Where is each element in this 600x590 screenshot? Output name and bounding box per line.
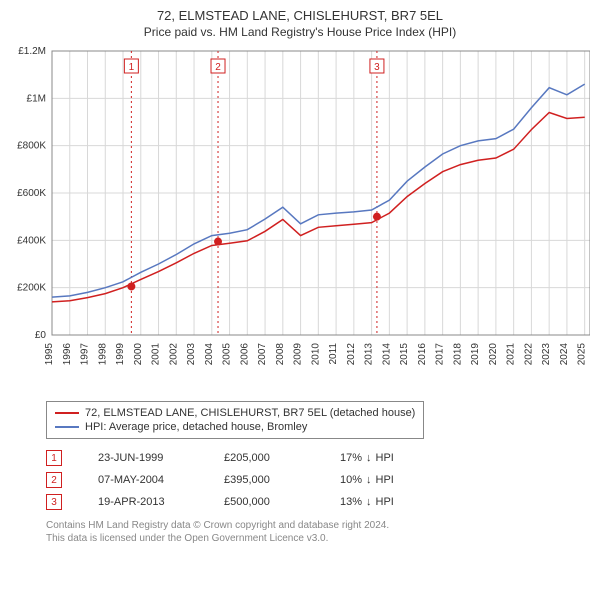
sales-table: 1 23-JUN-1999 £205,000 17% ↓ HPI 2 07-MAY-2004 £… (46, 447, 590, 513)
svg-text:1999: 1999 (115, 343, 126, 366)
svg-text:2003: 2003 (186, 343, 197, 366)
svg-text:£200K: £200K (17, 283, 46, 294)
svg-text:2006: 2006 (239, 343, 250, 366)
chart-container: 72, ELMSTEAD LANE, CHISLEHURST, BR7 5EL … (0, 0, 600, 551)
chart-plot-area: £0 £200K £400K £600K £800K £1M £1.2M 1995 1996 19… (10, 45, 590, 395)
svg-text:£600K: £600K (17, 188, 46, 199)
sale-marker-badge: 3 (46, 494, 62, 510)
svg-text:2011: 2011 (328, 343, 339, 365)
sale-price: £500,000 (224, 496, 304, 508)
legend: 72, ELMSTEAD LANE, CHISLEHURST, BR7 5EL … (46, 401, 424, 439)
svg-text:2024: 2024 (559, 343, 570, 366)
arrow-down-icon: ↓ (366, 496, 372, 508)
sale-diff-note: HPI (376, 496, 394, 508)
svg-text:2009: 2009 (293, 343, 304, 366)
sale-date: 07-MAY-2004 (98, 474, 188, 486)
svg-text:1996: 1996 (62, 343, 73, 366)
svg-text:£1M: £1M (27, 93, 46, 104)
sale-diff-note: HPI (376, 452, 394, 464)
svg-text:2005: 2005 (222, 343, 233, 366)
svg-text:2023: 2023 (541, 343, 552, 366)
arrow-down-icon: ↓ (366, 452, 372, 464)
footer-line-1: Contains HM Land Registry data © Crown c… (46, 519, 590, 532)
svg-text:2002: 2002 (168, 343, 179, 366)
legend-label: 72, ELMSTEAD LANE, CHISLEHURST, BR7 5EL … (85, 407, 415, 419)
svg-text:1998: 1998 (97, 343, 108, 366)
sale-diff-pct: 13% (340, 496, 362, 508)
sale-diff-pct: 17% (340, 452, 362, 464)
svg-text:1995: 1995 (44, 343, 55, 366)
svg-text:2020: 2020 (488, 343, 499, 366)
chart-title: 72, ELMSTEAD LANE, CHISLEHURST, BR7 5EL (10, 8, 590, 23)
svg-text:£0: £0 (35, 330, 47, 341)
svg-text:2016: 2016 (417, 343, 428, 366)
svg-text:2: 2 (215, 62, 221, 73)
svg-text:2021: 2021 (506, 343, 517, 366)
legend-swatch (55, 412, 79, 414)
svg-text:2015: 2015 (399, 343, 410, 366)
svg-text:2025: 2025 (577, 343, 588, 366)
svg-text:2000: 2000 (133, 343, 144, 366)
sale-row: 1 23-JUN-1999 £205,000 17% ↓ HPI (46, 447, 590, 469)
svg-text:2022: 2022 (523, 343, 534, 366)
svg-text:2018: 2018 (452, 343, 463, 366)
svg-text:£400K: £400K (17, 235, 46, 246)
legend-item: HPI: Average price, detached house, Brom… (55, 420, 415, 434)
legend-item: 72, ELMSTEAD LANE, CHISLEHURST, BR7 5EL … (55, 406, 415, 420)
footer-attribution: Contains HM Land Registry data © Crown c… (46, 519, 590, 545)
legend-swatch (55, 426, 79, 428)
sale-date: 19-APR-2013 (98, 496, 188, 508)
sale-diff-note: HPI (376, 474, 394, 486)
sale-diff: 13% ↓ HPI (340, 496, 420, 508)
sale-date: 23-JUN-1999 (98, 452, 188, 464)
sale-price: £205,000 (224, 452, 304, 464)
svg-text:£1.2M: £1.2M (18, 46, 46, 57)
svg-text:2001: 2001 (151, 343, 162, 366)
sale-diff: 10% ↓ HPI (340, 474, 420, 486)
arrow-down-icon: ↓ (366, 474, 372, 486)
svg-text:3: 3 (374, 62, 380, 73)
svg-text:2008: 2008 (275, 343, 286, 366)
legend-label: HPI: Average price, detached house, Brom… (85, 421, 307, 433)
svg-text:2013: 2013 (364, 343, 375, 366)
chart-subtitle: Price paid vs. HM Land Registry's House … (10, 25, 590, 39)
sale-marker-badge: 2 (46, 472, 62, 488)
svg-text:£800K: £800K (17, 141, 46, 152)
sale-price: £395,000 (224, 474, 304, 486)
svg-text:2019: 2019 (470, 343, 481, 366)
svg-text:2004: 2004 (204, 343, 215, 366)
svg-text:1997: 1997 (80, 343, 91, 366)
sale-diff: 17% ↓ HPI (340, 452, 420, 464)
svg-text:2014: 2014 (381, 343, 392, 366)
svg-text:2010: 2010 (310, 343, 321, 366)
footer-line-2: This data is licensed under the Open Gov… (46, 532, 590, 545)
sale-marker-badge: 1 (46, 450, 62, 466)
chart-svg: £0 £200K £400K £600K £800K £1M £1.2M 1995 1996 19… (10, 45, 590, 395)
sale-row: 2 07-MAY-2004 £395,000 10% ↓ HPI (46, 469, 590, 491)
svg-text:2007: 2007 (257, 343, 268, 366)
sale-row: 3 19-APR-2013 £500,000 13% ↓ HPI (46, 491, 590, 513)
svg-text:2012: 2012 (346, 343, 357, 366)
svg-text:2017: 2017 (435, 343, 446, 366)
svg-text:1: 1 (129, 62, 135, 73)
sale-diff-pct: 10% (340, 474, 362, 486)
